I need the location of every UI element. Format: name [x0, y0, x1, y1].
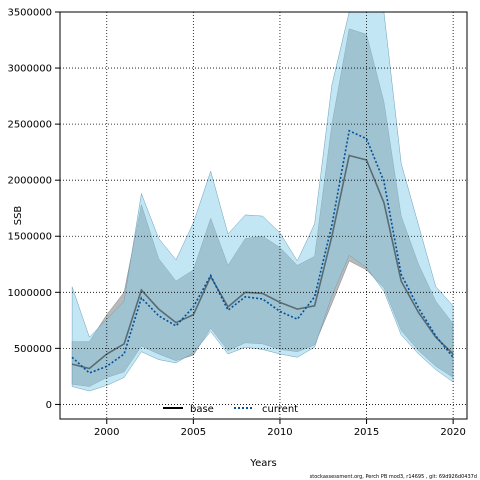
y-tick-label: 2000000 [7, 176, 52, 187]
legend: base current [163, 404, 298, 415]
x-tick-label: 2020 [440, 427, 465, 438]
x-axis-ticks: 2000 2005 2010 2015 2020 [94, 419, 466, 438]
legend-label-base: base [190, 404, 214, 415]
y-tick-label: 500000 [14, 344, 52, 355]
y-tick-label: 1500000 [7, 232, 52, 243]
grid-lines [60, 11, 467, 419]
y-tick-label: 2500000 [7, 120, 52, 131]
x-tick-label: 2010 [267, 427, 292, 438]
y-tick-label: 3500000 [7, 8, 52, 19]
y-tick-label: 0 [46, 400, 52, 411]
plot-frame [59, 11, 468, 420]
legend-label-current: current [262, 404, 298, 415]
series-lines [71, 129, 454, 374]
band-current [71, 11, 454, 392]
x-tick-label: 2005 [181, 427, 206, 438]
x-tick-label: 2000 [94, 427, 119, 438]
confidence-bands [71, 11, 454, 392]
y-axis-ticks: 0 500000 1000000 1500000 2000000 2500000 30000… [7, 8, 60, 411]
y-tick-label: 3000000 [7, 64, 52, 75]
series-line-base [71, 154, 454, 370]
y-tick-label: 1000000 [7, 288, 52, 299]
series-line-current [71, 129, 454, 374]
x-tick-label: 2015 [354, 427, 379, 438]
x-axis-label: Years [249, 458, 276, 469]
y-axis-label: SSB [13, 206, 24, 226]
footer-text: stockassessment.org, Perch PB mod3, r146… [310, 474, 477, 480]
